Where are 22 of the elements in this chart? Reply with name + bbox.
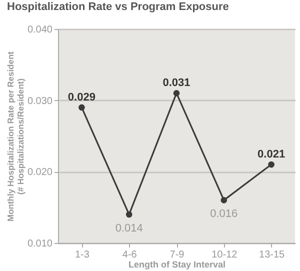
point <box>173 90 180 96</box>
x-axis-title: Length of Stay Interval <box>128 260 226 270</box>
x-tick-label: 10-12 <box>212 250 238 260</box>
data-label: 0.029 <box>68 91 96 104</box>
point <box>126 211 132 218</box>
y-tick-label: 0.020 <box>27 167 53 178</box>
data-label: 0.016 <box>210 208 238 220</box>
x-tick-label: 13-15 <box>259 250 286 260</box>
chart-title: Hospitalization Rate vs Program Exposure <box>7 1 229 13</box>
point <box>268 161 274 168</box>
data-label: 0.021 <box>258 148 286 161</box>
y-tick-label: 0.010 <box>27 238 53 250</box>
point <box>220 197 228 204</box>
x-tick-label: 4-6 <box>122 250 138 260</box>
point <box>78 104 85 111</box>
x-tick-label: 1-3 <box>74 250 90 260</box>
y-axis-title: Monthly Hospitalization Rate per Resident (# Hospitalizations/Resident) <box>5 51 26 222</box>
data-label: 0.031 <box>162 77 190 90</box>
data-label: 0.014 <box>115 222 143 234</box>
x-tick-label: 7-9 <box>170 250 185 260</box>
y-tick-label: 0.040 <box>27 24 53 36</box>
y-tick-label: 0.030 <box>27 96 53 107</box>
